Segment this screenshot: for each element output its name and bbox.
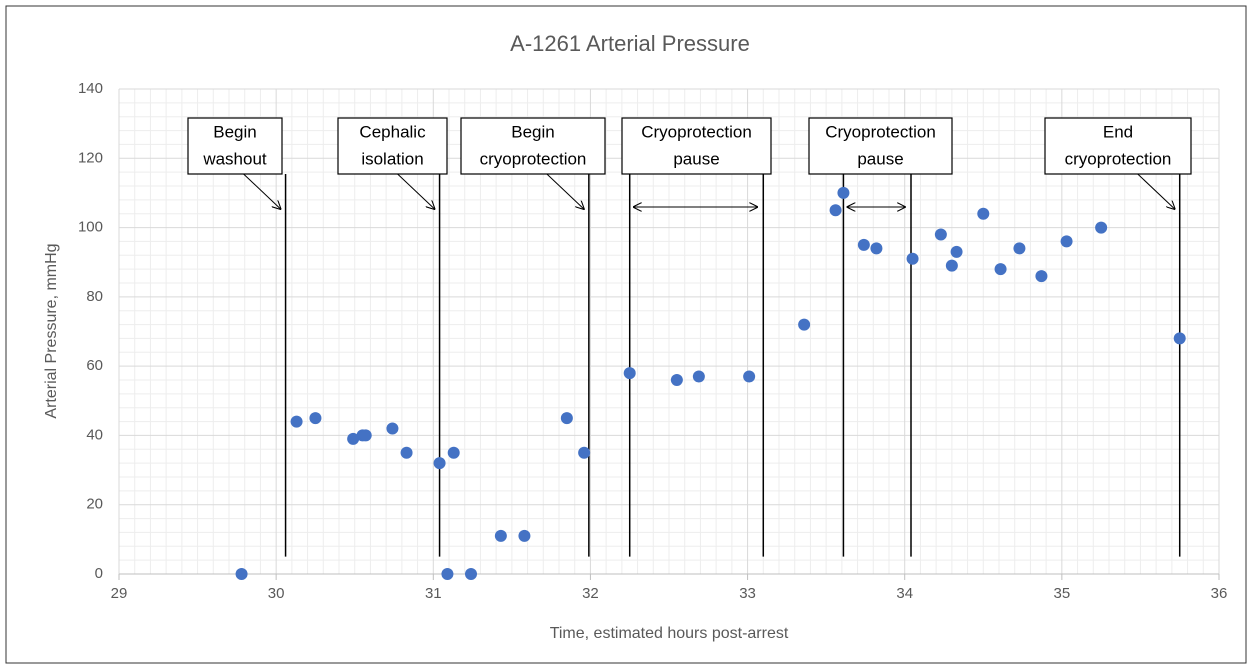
data-point (857, 238, 870, 251)
annotation-arrow (546, 173, 584, 209)
annotation-label: cryoprotection (1065, 149, 1172, 168)
annotation-label: isolation (361, 149, 423, 168)
annotation-label: Begin (213, 122, 256, 141)
annotation-label: Cryoprotection (825, 122, 936, 141)
data-point (906, 252, 919, 265)
y-tick-label: 20 (86, 496, 103, 513)
data-point (441, 568, 454, 580)
data-point (670, 374, 683, 386)
annotation-label: pause (673, 149, 719, 168)
data-point (494, 529, 507, 542)
y-tick-label: 100 (78, 219, 103, 236)
data-point (359, 429, 372, 442)
annotation-label: End (1103, 122, 1133, 141)
y-tick-label: 40 (86, 426, 103, 443)
data-point (950, 245, 963, 258)
annotation-arrow (397, 173, 435, 209)
annotation-label: pause (857, 149, 903, 168)
data-point (692, 370, 705, 383)
data-point (623, 367, 636, 380)
frame (5, 5, 1247, 664)
annotation-arrow (243, 173, 281, 209)
data-point (1173, 332, 1186, 345)
data-point (1060, 235, 1073, 248)
data-point (1035, 270, 1048, 283)
x-tick-label: 29 (111, 585, 128, 602)
data-point (560, 412, 573, 425)
annotation-box (337, 117, 448, 175)
data-point (1013, 242, 1026, 255)
x-tick-label: 30 (268, 585, 285, 602)
data-point (433, 457, 446, 470)
data-point (309, 412, 322, 425)
data-point (386, 422, 399, 435)
data-point (290, 415, 303, 428)
annotation-box (187, 117, 283, 175)
annotation-box (1044, 117, 1192, 175)
y-tick-label: 80 (86, 288, 103, 305)
data-point (829, 204, 842, 217)
y-tick-label: 140 (78, 80, 103, 97)
chart-title: A-1261 Arterial Pressure (510, 31, 750, 56)
data-point (945, 259, 958, 272)
x-tick-label: 34 (896, 585, 913, 602)
annotation-box (621, 117, 772, 175)
data-point (1095, 221, 1108, 234)
annotation-label: washout (202, 149, 267, 168)
data-point (837, 186, 850, 199)
annotation-label: Cryoprotection (641, 122, 752, 141)
data-point (447, 446, 460, 459)
x-tick-label: 32 (582, 585, 599, 602)
annotation-label: Cephalic (359, 122, 426, 141)
data-point (578, 446, 591, 459)
x-tick-label: 31 (425, 585, 442, 602)
x-tick-label: 35 (1054, 585, 1071, 602)
data-point (235, 568, 248, 580)
y-axis-label: Arterial Pressure, mmHg (43, 243, 60, 418)
data-point (934, 228, 947, 241)
data-point (400, 446, 413, 459)
data-point (743, 370, 756, 383)
y-tick-label: 60 (86, 357, 103, 374)
annotation-label: cryoprotection (480, 149, 587, 168)
annotation-arrow (1137, 173, 1175, 209)
x-axis-label: Time, estimated hours post-arrest (550, 625, 789, 642)
data-point (870, 242, 883, 255)
annotation-box (460, 117, 606, 175)
data-point (465, 568, 477, 580)
data-point (994, 263, 1007, 276)
data-point (518, 529, 531, 542)
data-point (977, 207, 990, 220)
y-tick-label: 120 (78, 149, 103, 166)
annotation-box (808, 117, 953, 175)
data-point (347, 432, 360, 445)
annotation-label: Begin (511, 122, 554, 141)
x-tick-label: 36 (1211, 585, 1228, 602)
data-point (798, 318, 811, 331)
x-tick-label: 33 (739, 585, 756, 602)
y-tick-label: 0 (95, 565, 103, 582)
